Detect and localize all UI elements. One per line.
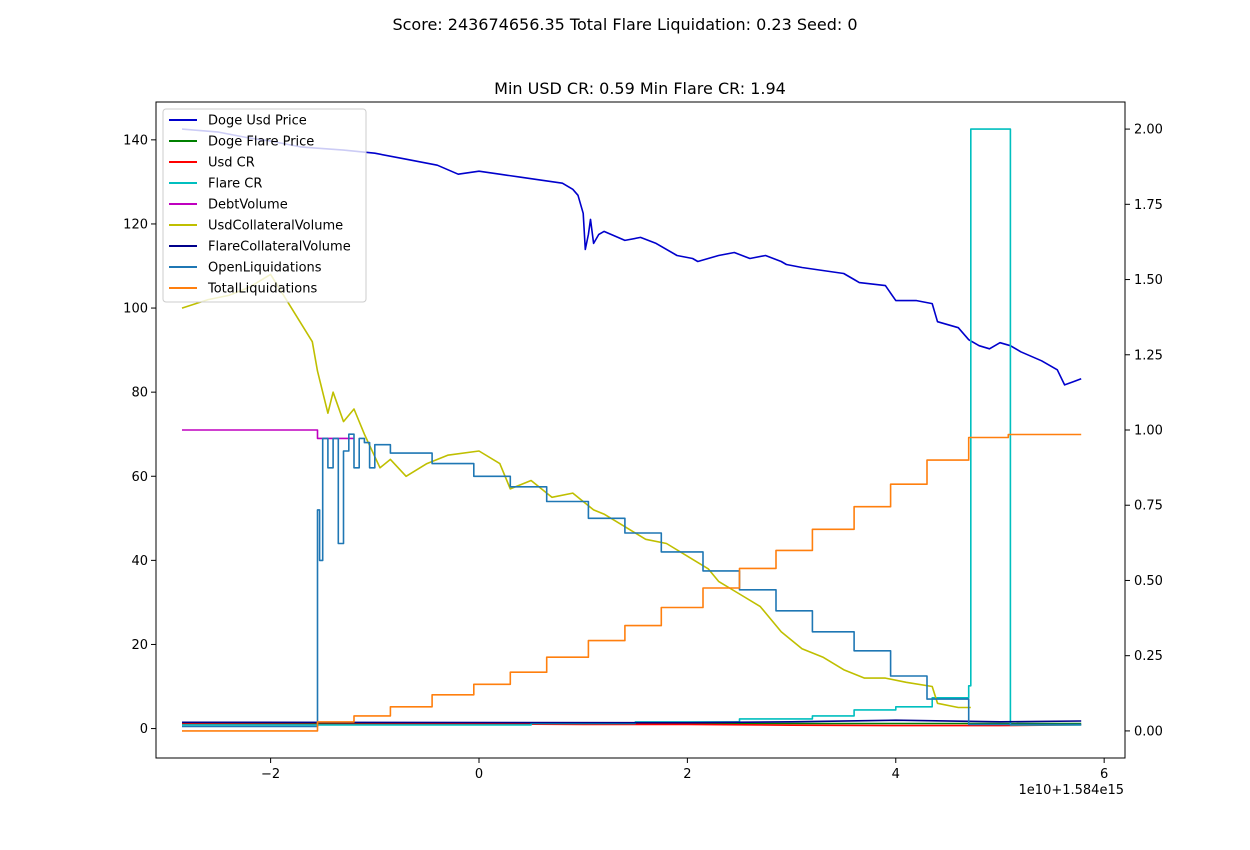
chart-title: Min USD CR: 0.59 Min Flare CR: 1.94 — [494, 79, 786, 98]
legend-label: UsdCollateralVolume — [208, 219, 343, 234]
series-line-totalliquidations — [182, 433, 1082, 732]
x-offset-text: 1e10+1.584e15 — [1019, 783, 1124, 798]
y-axis-left: 0 20 40 60 80 100 120 140 — [123, 133, 156, 737]
x-axis: −2 0 2 4 6 — [261, 758, 1108, 782]
legend-label: Usd CR — [208, 156, 255, 171]
x-tick-label: 0 — [475, 767, 483, 782]
y-axis-right: 0.00 0.25 0.50 0.75 1.00 1.25 1.50 1.75 2.00 — [1125, 123, 1163, 739]
y-left-tick-label: 140 — [123, 133, 148, 148]
legend-label: Doge Flare Price — [208, 135, 314, 150]
y-right-tick-label: 0.00 — [1134, 724, 1163, 739]
series-line-openliquidations — [182, 433, 1082, 728]
legend: Doge Usd Price Doge Flare Price Usd CR Flar… — [162, 108, 367, 303]
legend-label: DebtVolume — [208, 198, 288, 213]
y-left-tick-label: 60 — [131, 470, 148, 485]
series-layer — [181, 128, 1082, 732]
figure-suptitle: Score: 243674656.35 Total Flare Liquidat… — [392, 15, 857, 34]
y-left-tick-label: 120 — [123, 217, 148, 232]
y-right-tick-label: 0.75 — [1134, 499, 1163, 514]
y-right-tick-label: 1.00 — [1134, 424, 1163, 439]
x-tick-label: 4 — [892, 767, 900, 782]
y-left-tick-label: 40 — [131, 554, 148, 569]
y-right-tick-label: 0.25 — [1134, 649, 1163, 664]
y-right-tick-label: 1.75 — [1134, 198, 1163, 213]
series-line-usdcollateralvolume — [181, 273, 971, 709]
y-right-tick-label: 1.25 — [1134, 348, 1163, 363]
y-left-tick-label: 0 — [140, 722, 148, 737]
legend-label: Flare CR — [208, 177, 262, 192]
x-tick-label: 6 — [1100, 767, 1108, 782]
y-right-tick-label: 0.50 — [1134, 574, 1163, 589]
series-line-flarecollateralvolume — [181, 719, 1082, 724]
legend-label: TotalLiquidations — [207, 282, 317, 297]
legend-label: FlareCollateralVolume — [208, 240, 351, 255]
x-tick-label: 2 — [683, 767, 691, 782]
legend-label: Doge Usd Price — [208, 114, 307, 129]
legend-items: Doge Usd Price Doge Flare Price Usd CR Flar… — [169, 114, 351, 297]
y-right-tick-label: 2.00 — [1134, 123, 1163, 138]
legend-label: OpenLiquidations — [208, 261, 322, 276]
series-line-doge-usd-price — [181, 128, 1082, 386]
legend-frame — [162, 108, 367, 303]
y-left-tick-label: 100 — [123, 302, 148, 317]
y-left-tick-label: 20 — [131, 638, 148, 653]
x-tick-label: −2 — [261, 767, 280, 782]
y-right-tick-label: 1.50 — [1134, 273, 1163, 288]
y-left-tick-label: 80 — [131, 386, 148, 401]
